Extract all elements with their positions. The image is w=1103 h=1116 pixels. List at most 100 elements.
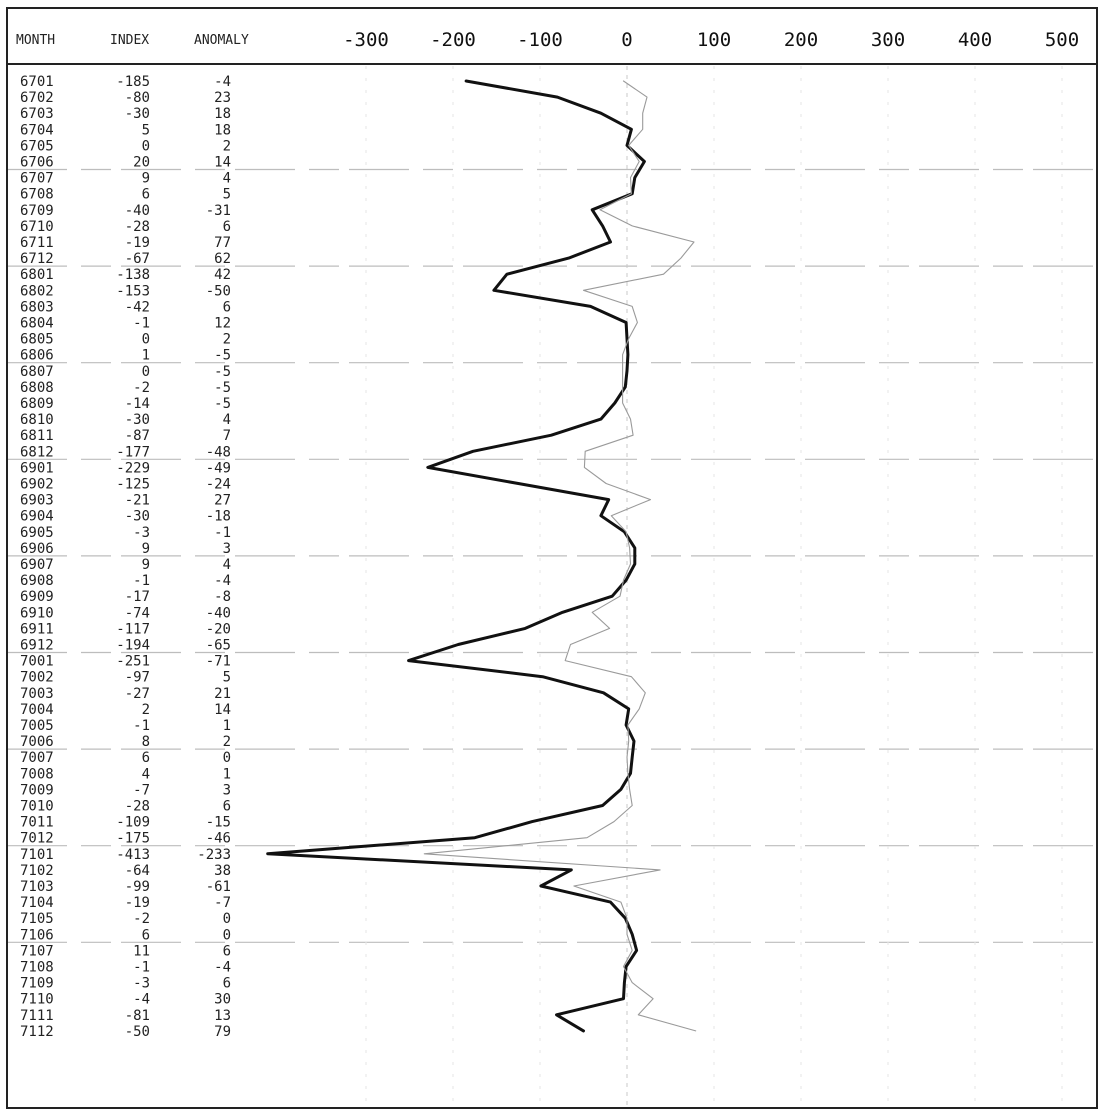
cell-anomaly: 27 bbox=[214, 493, 231, 509]
cell-index: -138 bbox=[116, 267, 150, 283]
cell-month: 7011 bbox=[20, 815, 54, 831]
series-line-index bbox=[266, 79, 646, 1033]
cell-month: 7010 bbox=[20, 799, 54, 815]
cell-month: 6704 bbox=[20, 122, 54, 138]
cell-month: 6906 bbox=[20, 541, 54, 557]
cell-index: 0 bbox=[142, 138, 150, 154]
cell-month: 6807 bbox=[20, 364, 54, 380]
cell-anomaly: 18 bbox=[214, 122, 231, 138]
cell-month: 7108 bbox=[20, 960, 54, 976]
cell-anomaly: 62 bbox=[214, 251, 231, 267]
cell-month: 6805 bbox=[20, 332, 54, 348]
cell-month: 6908 bbox=[20, 573, 54, 589]
x-tick-label: 300 bbox=[871, 29, 905, 51]
cell-index: -229 bbox=[116, 460, 150, 476]
cell-anomaly: -5 bbox=[214, 396, 231, 412]
cell-anomaly: 14 bbox=[214, 702, 231, 718]
cell-anomaly: 6 bbox=[223, 219, 231, 235]
cell-month: 6711 bbox=[20, 235, 54, 251]
cell-index: -28 bbox=[125, 799, 150, 815]
cell-month: 6909 bbox=[20, 589, 54, 605]
cell-anomaly: -4 bbox=[214, 74, 231, 90]
cell-index: 8 bbox=[142, 734, 150, 750]
chart-border bbox=[6, 7, 1098, 1109]
cell-index: 0 bbox=[142, 332, 150, 348]
cell-anomaly: 2 bbox=[223, 138, 231, 154]
cell-month: 6802 bbox=[20, 283, 54, 299]
cell-index: -30 bbox=[125, 509, 150, 525]
x-tick-label: 400 bbox=[958, 29, 992, 51]
cell-index: 9 bbox=[142, 541, 150, 557]
cell-month: 6911 bbox=[20, 621, 54, 637]
cell-month: 7007 bbox=[20, 750, 54, 766]
cell-index: -4 bbox=[133, 992, 150, 1008]
grid-layer bbox=[7, 66, 1097, 1108]
cell-month: 6907 bbox=[20, 557, 54, 573]
cell-index: -21 bbox=[125, 493, 150, 509]
cell-anomaly: 0 bbox=[223, 750, 231, 766]
cell-anomaly: 79 bbox=[214, 1024, 231, 1040]
cell-month: 6808 bbox=[20, 380, 54, 396]
x-axis-ticks: -300 -200 -100 0 100 200 300 400 500 bbox=[343, 29, 1079, 51]
cell-anomaly: -24 bbox=[206, 477, 231, 493]
cell-anomaly: 12 bbox=[214, 316, 231, 332]
cell-month: 7104 bbox=[20, 895, 54, 911]
cell-anomaly: 2 bbox=[223, 734, 231, 750]
cell-index: -17 bbox=[125, 589, 150, 605]
cell-index: -7 bbox=[133, 782, 150, 798]
cell-anomaly: -50 bbox=[206, 283, 231, 299]
cell-anomaly: 2 bbox=[223, 332, 231, 348]
cell-anomaly: 4 bbox=[223, 171, 231, 187]
cell-index: -50 bbox=[125, 1024, 150, 1040]
cell-month: 7009 bbox=[20, 782, 54, 798]
cell-anomaly: -15 bbox=[206, 815, 231, 831]
cell-month: 6905 bbox=[20, 525, 54, 541]
x-tick-label: 100 bbox=[697, 29, 731, 51]
cell-month: 7103 bbox=[20, 879, 54, 895]
cell-index: -177 bbox=[116, 444, 150, 460]
cell-index: 9 bbox=[142, 557, 150, 573]
cell-index: -2 bbox=[133, 911, 150, 927]
cell-anomaly: 5 bbox=[223, 187, 231, 203]
cell-anomaly: 18 bbox=[214, 106, 231, 122]
cell-month: 7003 bbox=[20, 686, 54, 702]
cell-anomaly: 4 bbox=[223, 412, 231, 428]
cell-anomaly: 77 bbox=[214, 235, 231, 251]
cell-index: -40 bbox=[125, 203, 150, 219]
cell-index: -30 bbox=[125, 106, 150, 122]
series-lines bbox=[266, 79, 697, 1033]
cell-month: 6910 bbox=[20, 605, 54, 621]
cell-anomaly: -71 bbox=[206, 654, 231, 670]
cell-month: 6702 bbox=[20, 90, 54, 106]
cell-index: 6 bbox=[142, 187, 150, 203]
x-tick-label: -200 bbox=[430, 29, 476, 51]
cell-month: 6901 bbox=[20, 460, 54, 476]
cell-anomaly: 3 bbox=[223, 782, 231, 798]
cell-index: -97 bbox=[125, 670, 150, 686]
cell-index: -194 bbox=[116, 638, 150, 654]
cell-anomaly: 14 bbox=[214, 155, 231, 171]
x-tick-label: 200 bbox=[784, 29, 818, 51]
cell-anomaly: 0 bbox=[223, 927, 231, 943]
cell-index: -117 bbox=[116, 621, 150, 637]
cell-anomaly: 7 bbox=[223, 428, 231, 444]
cell-month: 7110 bbox=[20, 992, 54, 1008]
cell-month: 7107 bbox=[20, 943, 54, 959]
cell-month: 6904 bbox=[20, 509, 54, 525]
cell-anomaly: -4 bbox=[214, 573, 231, 589]
cell-index: -185 bbox=[116, 74, 150, 90]
cell-anomaly: 5 bbox=[223, 670, 231, 686]
cell-index: 5 bbox=[142, 122, 150, 138]
column-header-anomaly: ANOMALY bbox=[194, 33, 249, 48]
cell-index: -1 bbox=[133, 718, 150, 734]
cell-month: 6710 bbox=[20, 219, 54, 235]
cell-month: 7111 bbox=[20, 1008, 54, 1024]
cell-index: 1 bbox=[142, 348, 150, 364]
cell-month: 6810 bbox=[20, 412, 54, 428]
cell-index: -42 bbox=[125, 299, 150, 315]
cell-index: 0 bbox=[142, 364, 150, 380]
cell-month: 6912 bbox=[20, 638, 54, 654]
cell-month: 6811 bbox=[20, 428, 54, 444]
